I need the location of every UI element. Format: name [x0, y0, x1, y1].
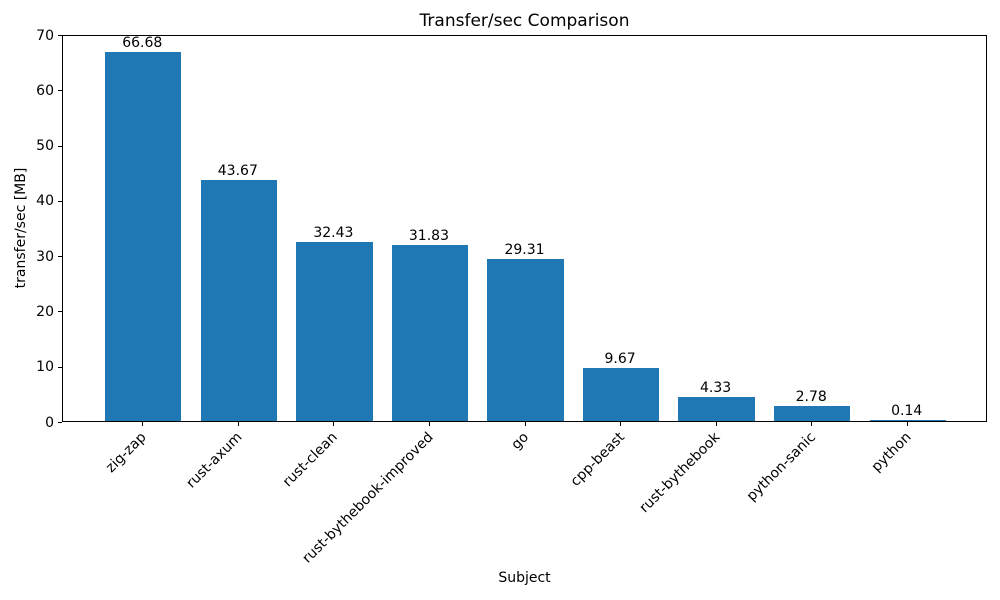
y-tick-label: 10 — [36, 359, 54, 376]
y-tick-label: 50 — [36, 138, 54, 155]
bar-value-label: 66.68 — [122, 35, 163, 52]
y-axis-label: transfer/sec [MB] — [13, 167, 29, 289]
bar-rust-axum — [200, 179, 278, 421]
y-tick-label: 40 — [36, 193, 54, 210]
x-tick-mark — [333, 422, 335, 426]
x-tick-label: go — [508, 429, 533, 453]
plot-area — [62, 35, 987, 422]
y-tick-mark — [58, 145, 62, 147]
bar-python — [869, 420, 946, 421]
bar-value-label: 2.78 — [795, 388, 827, 405]
y-tick-mark — [58, 422, 62, 423]
x-tick-label: python — [868, 429, 915, 476]
x-tick-mark — [906, 422, 908, 426]
bar-go — [487, 258, 564, 421]
x-axis-label: Subject — [498, 570, 551, 586]
x-tick-label: rust-axum — [183, 429, 246, 492]
bar-value-label: 32.43 — [313, 224, 354, 241]
y-tick-mark — [58, 366, 62, 368]
bar-rust-clean — [296, 241, 373, 421]
bar-value-label: 43.67 — [217, 162, 258, 179]
y-tick-mark — [58, 311, 62, 313]
x-tick-mark — [428, 422, 430, 426]
x-tick-mark — [715, 422, 717, 426]
x-tick-mark — [237, 422, 239, 426]
bar-zig-zap — [105, 52, 182, 421]
bar-value-label: 0.14 — [891, 403, 923, 419]
y-tick-label: 30 — [36, 248, 54, 265]
chart-title: Transfer/sec Comparison — [419, 11, 630, 31]
y-tick-label: 70 — [36, 27, 54, 44]
x-tick-mark — [142, 422, 144, 426]
x-tick-mark — [620, 422, 622, 426]
x-tick-label: python-sanic — [743, 429, 819, 505]
y-tick-label: 20 — [36, 303, 54, 320]
x-tick-label: zig-zap — [103, 429, 150, 476]
bar-rust-bythebook-improved — [391, 245, 469, 421]
bar-value-label: 9.67 — [604, 350, 636, 367]
x-tick-label: cpp-beast — [567, 429, 628, 490]
y-tick-mark — [58, 200, 62, 202]
y-tick-mark — [58, 35, 62, 36]
bar-value-label: 29.31 — [504, 241, 545, 258]
bar-cpp-beast — [582, 367, 660, 421]
bar-python-sanic — [773, 405, 851, 421]
bar-value-label: 31.83 — [408, 228, 449, 245]
bar-rust-bythebook — [678, 397, 755, 421]
x-tick-mark — [811, 422, 813, 426]
y-tick-mark — [58, 90, 62, 92]
x-tick-label: rust-clean — [280, 429, 341, 491]
y-tick-mark — [58, 256, 62, 258]
x-tick-mark — [524, 422, 526, 426]
bar-value-label: 4.33 — [700, 380, 732, 397]
y-tick-label: 60 — [36, 82, 54, 99]
x-tick-label: rust-bythebook — [636, 429, 724, 517]
y-tick-label: 0 — [45, 414, 54, 431]
